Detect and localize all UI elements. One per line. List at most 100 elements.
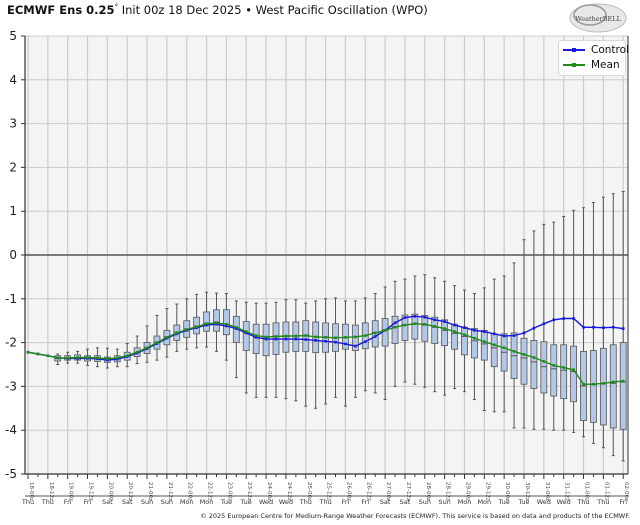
y-tick-label: 1 xyxy=(9,204,17,218)
iqr-box xyxy=(252,323,260,354)
mean-point xyxy=(592,382,595,386)
x-day-label: Thu xyxy=(596,498,609,506)
iqr-box xyxy=(540,341,548,394)
x-tick-label: 30-00z xyxy=(504,482,510,501)
mean-point xyxy=(324,336,327,339)
mean-point xyxy=(542,360,546,363)
mean-point xyxy=(463,333,466,337)
x-tick-label: 23-12z xyxy=(246,482,252,501)
control-point xyxy=(453,323,456,327)
mean-point xyxy=(185,328,189,331)
mean-point xyxy=(433,325,437,328)
mean-point xyxy=(473,336,476,340)
iqr-box xyxy=(203,311,210,332)
x-tick-label: 28-12z xyxy=(445,482,451,501)
mean-point xyxy=(483,340,486,344)
mean-point xyxy=(423,322,427,326)
x-tick-label: 02-00z xyxy=(623,482,629,501)
mean-point xyxy=(314,335,317,339)
iqr-box xyxy=(470,328,478,359)
x-tick-label: 27-00z xyxy=(385,482,391,501)
x-day-label: Thu xyxy=(21,498,34,506)
y-tick-label: -5 xyxy=(5,467,17,481)
y-tick-label: -2 xyxy=(5,336,17,350)
y-tick-label: 2 xyxy=(9,160,17,174)
chart-title: ECMWF Ens 0.25° Init 00z 18 Dec 2025 • W… xyxy=(7,3,428,17)
x-tick-label: 26-00z xyxy=(345,482,351,501)
x-tick-label: 01-00z xyxy=(584,482,590,501)
control-point xyxy=(225,324,228,328)
x-tick-label: 30-12z xyxy=(524,482,530,501)
control-point xyxy=(205,323,208,327)
iqr-box xyxy=(619,342,627,430)
control-point xyxy=(304,338,308,341)
control-point xyxy=(324,339,327,343)
mean-point xyxy=(492,343,496,347)
iqr-box xyxy=(609,344,617,429)
control-point xyxy=(284,337,288,341)
control-point xyxy=(483,330,486,333)
mean-point xyxy=(532,356,536,359)
x-day-label: Thu xyxy=(318,498,331,506)
x-day-label: Thu xyxy=(576,498,589,506)
control-point xyxy=(413,315,417,318)
x-day-label: Fri xyxy=(361,498,369,506)
x-day-label: Fri xyxy=(84,498,92,506)
mean-point xyxy=(264,335,268,339)
control-point xyxy=(344,342,347,346)
mean-point xyxy=(274,335,278,338)
iqr-box xyxy=(222,309,230,336)
control-point xyxy=(314,339,317,342)
control-point xyxy=(611,325,615,329)
y-tick-label: 4 xyxy=(9,73,17,87)
x-day-label: Mon xyxy=(180,498,194,506)
mean-point xyxy=(175,331,179,335)
control-point xyxy=(115,357,119,361)
mean-point xyxy=(363,334,367,337)
x-tick-label: 19-12z xyxy=(88,482,94,501)
mean-point xyxy=(145,346,149,350)
iqr-box xyxy=(242,321,250,351)
iqr-box xyxy=(421,315,429,342)
mean-point xyxy=(621,379,625,383)
iqr-box xyxy=(431,316,439,344)
mean-point xyxy=(66,356,69,360)
control-point xyxy=(373,335,377,338)
x-day-label: Tue xyxy=(498,498,510,506)
x-day-label: Thu xyxy=(41,498,54,506)
mean-point xyxy=(86,356,89,359)
mean-point xyxy=(582,382,585,386)
x-day-label: Tue xyxy=(220,498,232,506)
x-day-label: Sat xyxy=(102,498,113,506)
mean-point xyxy=(572,368,575,372)
mean-point xyxy=(225,322,228,326)
mean-point xyxy=(413,322,417,326)
x-tick-label: 19-00z xyxy=(68,482,74,501)
iqr-box xyxy=(560,344,568,400)
legend-label: Control xyxy=(591,44,629,56)
mean-point xyxy=(294,334,298,338)
mean-point xyxy=(215,321,218,325)
mean-point xyxy=(344,336,347,339)
weatherbell-logo-icon: WeatherBELL xyxy=(569,3,627,33)
control-point xyxy=(502,334,506,338)
control-point xyxy=(393,321,397,325)
control-point xyxy=(334,340,337,344)
x-day-label: Thu xyxy=(299,498,312,506)
mean-point xyxy=(254,334,258,337)
x-tick-label: 25-12z xyxy=(326,482,332,501)
mean-point xyxy=(155,341,159,344)
iqr-box xyxy=(213,309,220,332)
control-point xyxy=(264,337,268,341)
x-tick-label: 21-12z xyxy=(167,482,173,501)
mean-point xyxy=(96,356,99,360)
x-day-label: Sat xyxy=(380,498,391,506)
degree-symbol: ° xyxy=(114,3,119,12)
x-day-label: Sat xyxy=(400,498,411,506)
chart-subtitle: Init 00z 18 Dec 2025 • West Pacific Osci… xyxy=(118,3,428,17)
x-day-label: Sat xyxy=(122,498,133,506)
x-tick-label: 18-00z xyxy=(28,482,34,501)
mean-point xyxy=(403,323,407,327)
x-tick-label: 22-00z xyxy=(187,482,193,501)
